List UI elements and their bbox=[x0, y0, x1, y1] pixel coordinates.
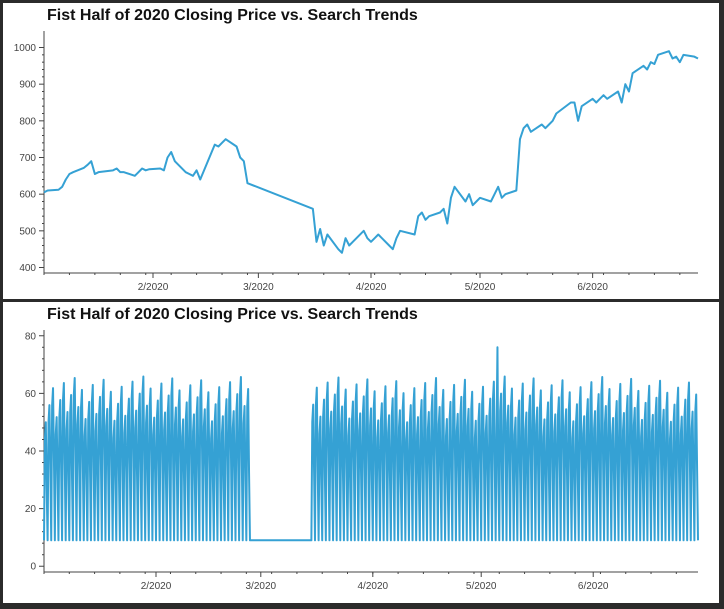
chart-0-y-tick-label: 700 bbox=[19, 153, 36, 164]
bottom-chart-svg: 0 20 40 60 80 2/2020 3/2020 4/2020 5/2020 6/2020 bbox=[25, 330, 699, 592]
chart-1-y-tick-label: 20 bbox=[25, 504, 37, 515]
chart-0-x-tick-label: 2/2020 bbox=[138, 282, 169, 293]
chart-1-x-tick-label: 6/2020 bbox=[578, 581, 609, 592]
chart-0-y-tick-label: 800 bbox=[19, 116, 36, 127]
chart-0-y-tick-label: 400 bbox=[19, 263, 36, 274]
chart-0-y-tick-label: 1000 bbox=[14, 43, 37, 54]
top-chart-title: Fist Half of 2020 Closing Price vs. Sear… bbox=[47, 7, 418, 24]
bottom-chart-panel: Fist Half of 2020 Closing Price vs. Sear… bbox=[3, 302, 719, 603]
bottom-chart-title: Fist Half of 2020 Closing Price vs. Sear… bbox=[47, 306, 418, 323]
chart-1-x-tick-label: 4/2020 bbox=[358, 581, 389, 592]
chart-0-x-tick-label: 6/2020 bbox=[577, 282, 608, 293]
chart-1-y-tick-label: 80 bbox=[25, 331, 37, 342]
chart-1-x-tick-label: 2/2020 bbox=[141, 581, 172, 592]
chart-0-x-tick-label: 3/2020 bbox=[243, 282, 274, 293]
chart-1-x-tick-label: 3/2020 bbox=[245, 581, 276, 592]
chart-0-y-tick-label: 900 bbox=[19, 80, 36, 91]
top-chart-panel: Fist Half of 2020 Closing Price vs. Sear… bbox=[3, 3, 719, 299]
chart-0-x-tick-label: 4/2020 bbox=[356, 282, 387, 293]
chart-1-y-tick-label: 40 bbox=[25, 447, 37, 458]
chart-1-y-tick-label: 0 bbox=[30, 562, 36, 573]
chart-1-x-tick-label: 5/2020 bbox=[466, 581, 497, 592]
chart-1-series-line bbox=[43, 346, 699, 542]
top-chart-svg: 400 500 600 700 800 900 1000 2/2020 3/2020 4/2020… bbox=[14, 31, 699, 293]
chart-0-y-tick-label: 600 bbox=[19, 190, 36, 201]
chart-0-x-tick-label: 5/2020 bbox=[465, 282, 496, 293]
chart-0-series-line bbox=[43, 50, 699, 254]
chart-0-y-tick-label: 500 bbox=[19, 226, 36, 237]
chart-1-y-tick-label: 60 bbox=[25, 389, 37, 400]
